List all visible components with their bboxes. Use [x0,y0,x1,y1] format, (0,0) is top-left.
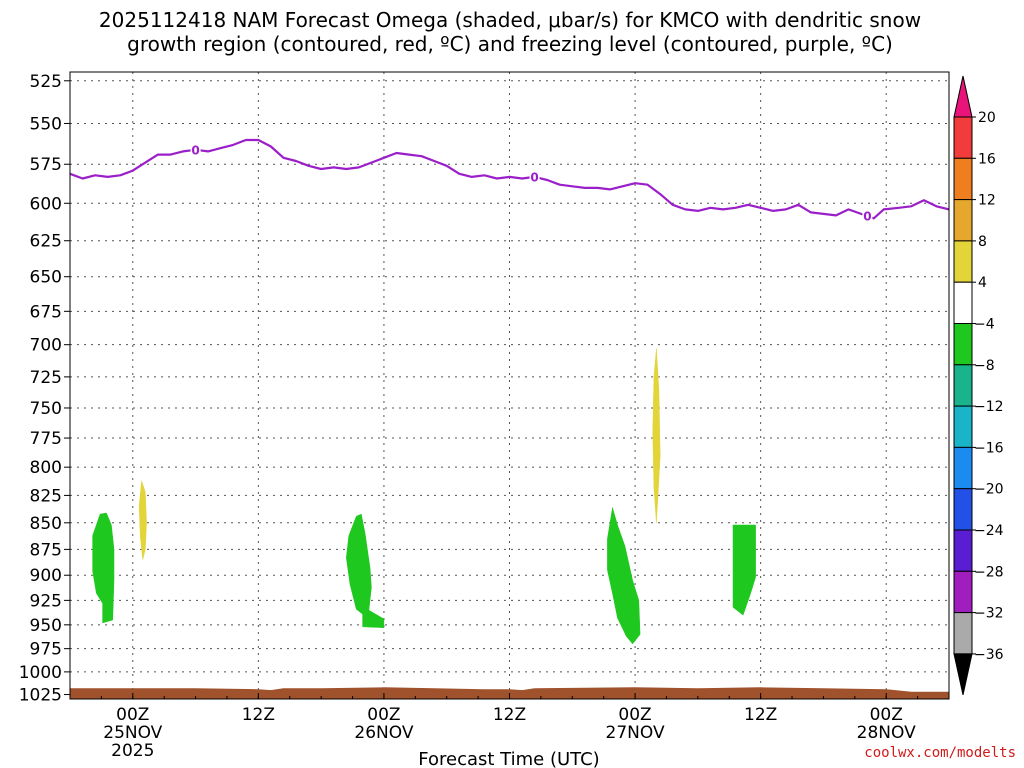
x-tick-label: 12Z [242,705,275,725]
freezing-label-bg [190,142,201,157]
colorbar-label: −4 [974,317,995,333]
colorbar-cell [953,612,973,655]
x-tick-label: 00Z [870,705,903,725]
y-axis-ticks: 525 550 575 600 625 650 675 700 725 750 775 800 825 8… [19,72,70,706]
omega-shading [92,348,756,645]
colorbar-cell [953,364,973,407]
colorbar-cell [953,529,973,572]
y-tick-label: 775 [30,429,62,449]
colorbar-cell [953,116,973,159]
freezing-level-line [70,138,949,220]
x-tick-day-label: 28NOV [857,723,916,743]
colorbar-cell [953,157,973,201]
y-tick-label: 800 [30,458,62,478]
colorbar-cell [953,570,973,614]
colorbar-label: 16 [978,151,996,167]
colorbar-label: 4 [978,275,987,291]
freezing-level-label: 0 [530,170,538,184]
chart-title-line-2: growth region (contoured, red, ºC) and f… [127,32,893,56]
omega-region [732,524,756,616]
y-tick-label: 950 [30,616,62,636]
plot-area: 0 0 0 525 550 575 600 625 650 675 700 725 750 775 800… [19,71,950,761]
y-tick-label: 975 [30,640,62,660]
y-tick-label: 575 [30,155,62,175]
colorbar-label: 12 [978,193,996,209]
x-tick-day-label: 26NOV [354,723,413,743]
colorbar-label: −28 [974,564,1004,580]
freezing-level-layer: 0 0 0 [70,138,949,224]
colorbar-cell [953,323,973,366]
freezing-label-bg [529,169,540,184]
colorbar-label: −8 [974,358,995,374]
x-tick-label: 00Z [367,705,400,725]
chart-title-line-1: 2025112418 NAM Forecast Omega (shaded, μ… [99,8,921,32]
omega-region [92,512,115,624]
omega-region [652,348,661,523]
y-tick-label: 1025 [19,686,62,706]
colorbar-label: 8 [978,234,987,250]
omega-region [607,507,641,645]
credit-text: coolwx.com/modelts [864,745,1016,761]
colorbar-bottom-arrow [953,653,973,696]
colorbar-label: −32 [974,606,1004,622]
y-tick-label: 875 [30,540,62,560]
x-tick-label: 12Z [744,705,777,725]
y-tick-label: 1000 [19,663,62,683]
y-tick-label: 525 [30,72,62,92]
freezing-level-label: 0 [191,143,199,157]
y-tick-label: 925 [30,591,62,611]
y-tick-label: 725 [30,368,62,388]
y-tick-label: 700 [30,336,62,356]
y-tick-label: 850 [30,514,62,534]
colorbar-label: −24 [974,523,1004,539]
y-tick-label: 600 [30,194,62,214]
colorbar-label: 20 [978,110,996,126]
x-tick-label: 00Z [618,705,651,725]
x-tick-label: 00Z [116,705,149,725]
colorbar-top-arrow [953,75,973,118]
freezing-label-bg [862,209,873,224]
colorbar-label: −16 [974,440,1004,456]
y-tick-label: 900 [30,566,62,586]
y-tick-label: 825 [30,486,62,506]
x-axis-label: Forecast Time (UTC) [418,749,599,768]
omega-region [346,513,385,628]
y-tick-label: 675 [30,302,62,322]
y-tick-label: 750 [30,399,62,419]
x-tick-day-label: 27NOV [606,723,665,743]
y-tick-label: 550 [30,114,62,134]
omega-colorbar: 20 16 12 8 4 −4 −8 −12 −16 −20 −24 −28 −32 −36 [953,75,1004,696]
colorbar-cell [953,281,973,325]
colorbar-cell [953,446,973,490]
colorbar-cell [953,488,973,531]
colorbar-label: −12 [974,399,1004,415]
freezing-level-label: 0 [863,210,871,224]
x-tick-day-label: 25NOV [103,723,162,743]
colorbar-label: −36 [974,647,1004,663]
y-tick-label: 625 [30,232,62,252]
omega-region [138,480,147,560]
colorbar-cell [953,405,973,448]
colorbar-label: −20 [974,482,1004,498]
colorbar-cell [953,199,973,242]
x-tick-label: 12Z [493,705,526,725]
x-tick-year-label: 2025 [111,741,154,761]
colorbar-cell [953,240,973,283]
y-tick-label: 650 [30,268,62,288]
